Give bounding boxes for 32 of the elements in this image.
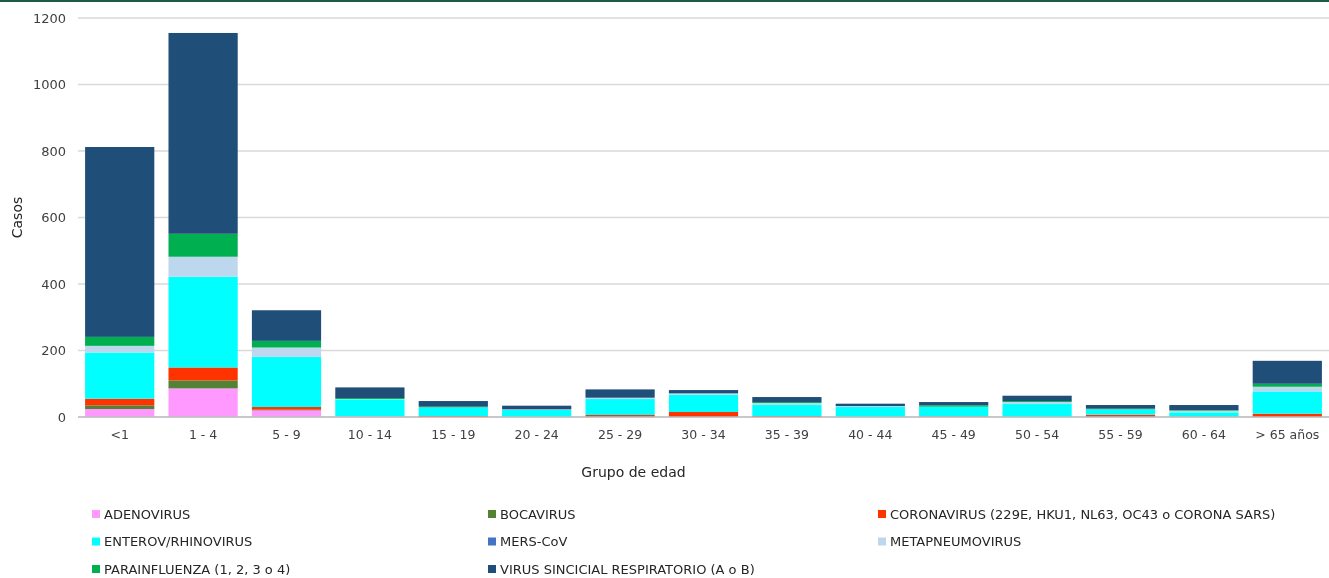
- x-tick-label: 30 - 34: [681, 427, 726, 442]
- legend-label: PARAINFLUENZA (1, 2, 3 o 4): [104, 561, 291, 577]
- x-tick-label: 40 - 44: [848, 427, 893, 442]
- y-tick-label: 600: [41, 210, 66, 226]
- x-tick-label: 5 - 9: [272, 427, 301, 442]
- x-tick-label: 55 - 59: [1098, 427, 1143, 442]
- legend-label: CORONAVIRUS (229E, HKU1, NL63, OC43 o CORONA SARS): [890, 506, 1276, 522]
- y-tick-label: 400: [41, 276, 66, 292]
- legend-label: MERS-CoV: [500, 534, 568, 550]
- x-tick-label: 25 - 29: [597, 427, 643, 442]
- legend-label: BOCAVIRUS: [500, 506, 576, 522]
- x-tick-label: <1: [110, 427, 129, 442]
- y-tick-label: 800: [41, 143, 66, 159]
- y-tick-label: 0: [57, 409, 66, 425]
- x-axis-title: Grupo de edad: [581, 464, 686, 480]
- x-tick-label: 45 - 49: [931, 427, 976, 442]
- x-tick-label: 20 - 24: [514, 427, 559, 442]
- legend-label: VIRUS SINCICIAL RESPIRATORIO (A o B): [500, 561, 755, 577]
- y-tick-label: 200: [41, 343, 66, 359]
- legend-label: METAPNEUMOVIRUS: [890, 534, 1022, 550]
- x-tick-label: 15 - 19: [431, 427, 476, 442]
- x-tick-label: > 65 años: [1255, 427, 1320, 442]
- legend-label: ENTEROV/RHINOVIRUS: [104, 534, 253, 550]
- y-axis-title: Casos: [9, 196, 25, 239]
- x-tick-label: 10 - 14: [347, 427, 393, 442]
- legend-label: ADENOVIRUS: [104, 506, 191, 522]
- x-tick-label: 1 - 4: [188, 427, 218, 442]
- y-tick-label: 1200: [32, 10, 66, 26]
- x-tick-label: 60 - 64: [1181, 427, 1227, 442]
- x-tick-label: 50 - 54: [1014, 427, 1060, 442]
- x-tick-label: 35 - 39: [764, 427, 810, 442]
- y-tick-label: 1000: [32, 77, 66, 93]
